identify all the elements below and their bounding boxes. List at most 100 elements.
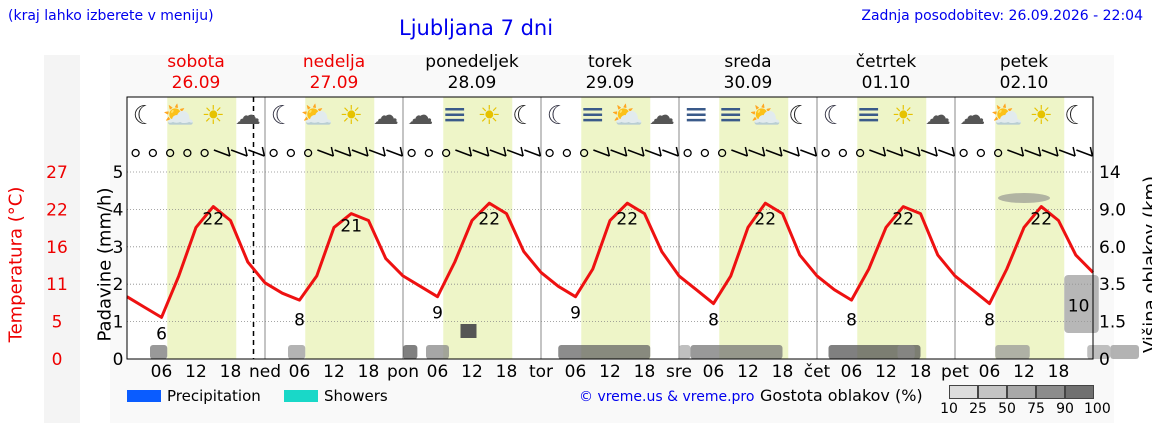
wind-calm-marker (183, 148, 192, 158)
wind-barb (813, 146, 818, 157)
hour-tick: 06 (289, 362, 311, 382)
wind-barb (886, 149, 903, 157)
cloud-density-tick: 75 (1027, 401, 1045, 417)
wind-barb (1007, 149, 1024, 157)
cloud-density-swatch (1036, 385, 1065, 399)
wind-barb (623, 146, 628, 157)
precipitation-tick: 2 (113, 275, 124, 295)
day-date: 01.10 (861, 73, 911, 93)
copyright-link[interactable]: © vreme.us & vreme.pro (579, 389, 755, 405)
temperature-tick: 22 (46, 200, 68, 220)
wind-barb (782, 149, 800, 157)
wind-barb (641, 146, 645, 157)
hour-tick: 06 (841, 362, 863, 382)
cloud-cover-block (679, 345, 691, 359)
fog-icon: ≡ (442, 97, 467, 132)
day-name: četrtek (855, 52, 917, 72)
cloud-cover-block (288, 345, 306, 359)
hour-tick: 18 (220, 362, 242, 382)
cloud-height-tick: 1.5 (1099, 313, 1126, 333)
cloud-height-tick: 0 (1099, 350, 1110, 370)
sun-cloud-icon: ⛅ (611, 101, 643, 131)
hour-tick: 12 (875, 362, 897, 382)
moon-fog-icon: ☾ (823, 101, 846, 131)
moon-cloud-icon: ☁ (235, 101, 261, 131)
wind-barb (761, 146, 766, 157)
cloud-cover-block (150, 345, 168, 359)
cloud-cover-block (897, 345, 915, 359)
wind-barb (938, 149, 955, 157)
temperature-value-label: 22 (892, 210, 914, 230)
legend-label: Showers (324, 387, 388, 405)
wind-barb (606, 146, 611, 157)
temperature-value-label: 10 (1068, 297, 1090, 317)
wind-barb (244, 146, 248, 157)
daylight-band (857, 97, 927, 359)
hour-tick: 06 (151, 362, 173, 382)
moon-cloud-icon: ☁ (925, 101, 951, 131)
cloud-cover-block (1110, 345, 1139, 359)
wind-barb (1072, 146, 1076, 157)
day-name: ponedeljek (425, 52, 519, 72)
cloud-cover-block (690, 345, 783, 359)
cloud-density-tick: 10 (940, 401, 958, 417)
wind-calm-marker (165, 148, 175, 158)
wind-barb (1041, 149, 1059, 157)
hour-tick: 06 (979, 362, 1001, 382)
day-abbr-tick: tor (529, 362, 553, 382)
wind-barb (658, 146, 662, 157)
wind-calm-marker (959, 148, 968, 158)
hour-tick: 06 (565, 362, 587, 382)
wind-barb (917, 146, 921, 157)
moon-icon: ☾ (788, 101, 811, 131)
sun-icon: ☀ (202, 101, 225, 131)
day-date: 29.09 (585, 73, 635, 93)
wind-calm-marker (545, 148, 554, 158)
hour-tick: 06 (427, 362, 449, 382)
wind-barb (920, 149, 938, 157)
wind-barb (347, 146, 352, 157)
precipitation-tick: 5 (113, 163, 124, 183)
wind-barb (899, 146, 904, 157)
wind-calm-marker (441, 148, 451, 158)
wind-calm-marker (562, 148, 572, 158)
hour-tick: 18 (910, 362, 932, 382)
moon-cloud-icon: ☁ (373, 101, 399, 131)
legend-swatch (284, 390, 318, 402)
wind-barb (317, 149, 334, 157)
day-date: 30.09 (723, 73, 773, 93)
wind-barb (627, 149, 645, 157)
wind-calm-marker (424, 148, 434, 158)
wind-barb (524, 149, 541, 157)
daylight-band (995, 97, 1065, 359)
wind-barb (869, 149, 886, 157)
moon-icon: ☾ (512, 101, 535, 131)
wind-barb (1037, 146, 1042, 157)
cloud-cover-block (460, 324, 477, 338)
cloud-cover-block (558, 345, 651, 359)
wind-barb (261, 146, 266, 157)
wind-calm-marker (286, 148, 296, 158)
wind-barb (748, 149, 765, 157)
temperature-line (126, 201, 1095, 319)
wind-barb (489, 149, 507, 157)
wind-calm-marker (131, 148, 140, 158)
wind-barb (506, 149, 524, 157)
temperature-value-label: 8 (846, 311, 857, 331)
cloud-density-swatch (978, 385, 1007, 399)
plot-border (126, 96, 1094, 360)
last-update: Zadnja posodobitev: 26.09.2026 - 22:04 (861, 8, 1143, 24)
cloud-density-tick: 90 (1056, 401, 1074, 417)
daylight-band (443, 97, 513, 359)
day-date: 27.09 (309, 73, 359, 93)
wind-calm-marker (700, 148, 710, 158)
wind-barb (334, 149, 351, 157)
wind-barb (455, 149, 472, 157)
legend-swatch (127, 390, 161, 402)
cloud-density-label: Gostota oblakov (%) (760, 386, 923, 405)
cloud-height-tick: 6.0 (1099, 238, 1126, 258)
day-date: 02.10 (999, 73, 1049, 93)
wind-barb (1020, 146, 1025, 157)
wind-barb (1089, 146, 1094, 157)
